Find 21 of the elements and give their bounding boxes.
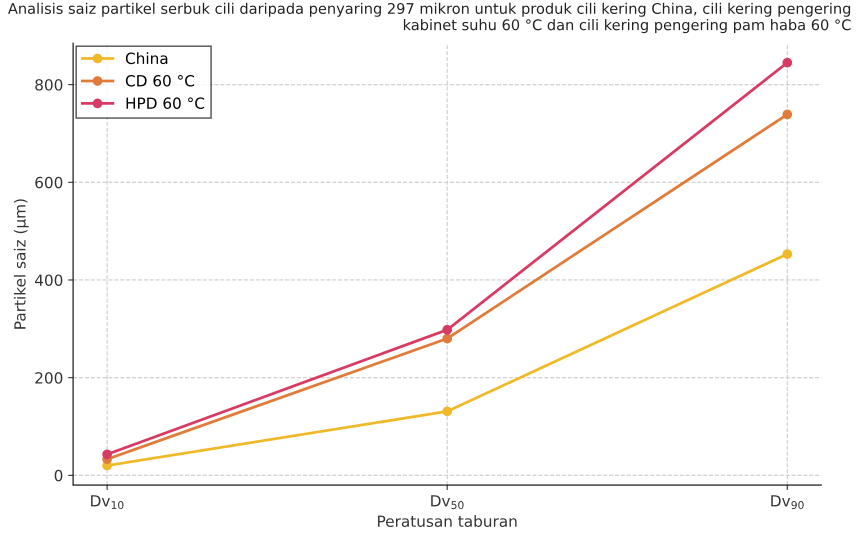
chart-title: Analisis saiz partikel serbuk cili daripada penyaring 297 mikron untuk produk cili kering China, cili kering pengering kabinet suhu 60 °C dan cili kering pengering pam haba 60 °C <box>8 2 851 34</box>
x-tick-label: Dv$_{10}$ <box>91 495 124 510</box>
point <box>782 110 792 120</box>
y-tick-label: 800 <box>35 79 62 91</box>
point <box>102 449 112 460</box>
x-tick-label: Dv$_{50}$ <box>431 495 464 510</box>
y-tick-label: 0 <box>54 470 62 482</box>
point <box>782 249 792 259</box>
y-axis-title: Partikel saiz (µm) <box>14 199 29 329</box>
x-tick-label: Dv$_{90}$ <box>771 495 804 510</box>
point <box>442 324 452 335</box>
y-tick-label: 200 <box>35 372 62 384</box>
y-tick-label: 400 <box>34 274 62 286</box>
point <box>442 406 452 416</box>
legend-label: China <box>126 52 168 64</box>
legend-label: CD 60 °C <box>126 74 194 87</box>
legend-label: HPD 60 °C <box>126 97 204 109</box>
y-tick-label: 600 <box>35 176 62 188</box>
x-axis-title: Peratusan taburan <box>378 515 517 527</box>
point <box>442 334 452 344</box>
point <box>782 58 792 68</box>
